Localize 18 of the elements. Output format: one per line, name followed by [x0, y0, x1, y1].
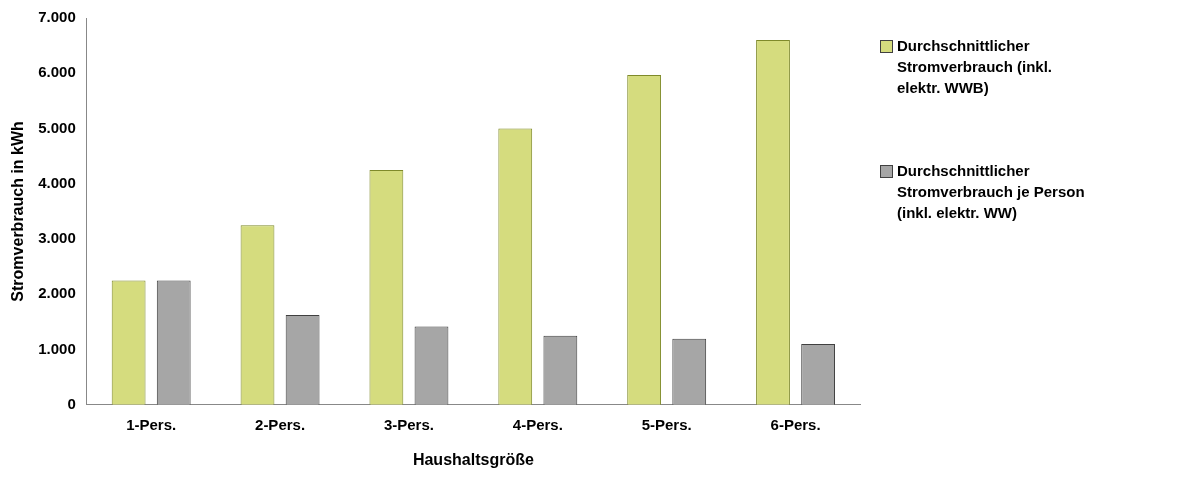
x-tick-label: 6-Pers.	[770, 415, 821, 433]
y-tick-label: 0	[67, 394, 76, 412]
x-tick-label: 2-Pers.	[255, 415, 306, 433]
y-axis-title: Stromverbrauch in kWh	[9, 121, 27, 302]
y-tick-label: 2.000	[38, 284, 76, 302]
x-tick-label: 1-Pers.	[126, 415, 177, 433]
y-tick-label: 4.000	[38, 173, 76, 191]
x-axis-title: Haushaltsgröße	[412, 450, 534, 468]
x-tick-label: 4-Pers.	[512, 415, 563, 433]
y-tick-label: 6.000	[38, 63, 76, 81]
x-tick-label: 3-Pers.	[383, 415, 434, 433]
y-tick-label: 7.000	[38, 8, 76, 26]
y-tick-label: 1.000	[38, 339, 76, 357]
legend-label: Durchschnittlicher Stromverbrauch je Person (inkl. elektr. WW)	[897, 161, 1086, 223]
y-tick-label: 5.000	[38, 118, 76, 136]
x-tick-label: 5-Pers.	[641, 415, 692, 433]
y-tick-label: 3.000	[38, 229, 76, 247]
legend-label: Durchschnittlicher Stromverbrauch (inkl. elektr. WWB)	[897, 36, 1054, 98]
